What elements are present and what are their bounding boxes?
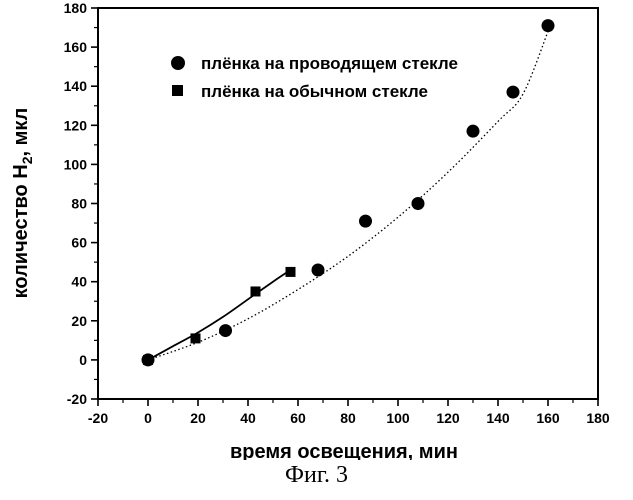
data-point-ordinary	[191, 333, 201, 343]
data-point-conductive	[467, 125, 480, 138]
legend-label-conductive: плёнка на проводящем стекле	[201, 54, 458, 73]
data-point-ordinary	[251, 286, 261, 296]
legend: плёнка на проводящем стекле плёнка на об…	[171, 54, 458, 101]
y-tick-label: 60	[71, 235, 87, 251]
fit-curve-ordinary	[148, 270, 291, 360]
data-point-conductive	[507, 86, 520, 99]
legend-marker-ordinary	[172, 85, 183, 96]
y-tick-label: 40	[71, 274, 87, 290]
data-point-ordinary	[286, 267, 296, 277]
data-point-ordinary	[143, 355, 153, 365]
y-tick-label: 180	[64, 0, 88, 16]
y-axis-title: количество H2, мкл	[10, 108, 35, 299]
x-tick-label: 120	[436, 410, 460, 426]
y-axis-title-subscript: 2	[19, 156, 35, 164]
x-tick-label: 160	[536, 410, 560, 426]
y-axis-title-units: , мкл	[10, 108, 32, 157]
y-tick-label: 20	[71, 313, 87, 329]
data-point-conductive	[359, 215, 372, 228]
data-point-conductive	[542, 19, 555, 32]
x-tick-label: 100	[386, 410, 410, 426]
y-tick-label: 120	[64, 117, 88, 133]
data-point-conductive	[412, 197, 425, 210]
figure-caption: Фиг. 3	[0, 462, 633, 489]
y-tick-label: 0	[79, 352, 87, 368]
x-tick-label: 80	[340, 410, 356, 426]
y-axis-title-main: количество H	[10, 164, 32, 298]
data-point-conductive	[219, 324, 232, 337]
fit-curve-conductive	[148, 32, 548, 360]
legend-marker-conductive	[171, 56, 185, 70]
data-point-conductive	[312, 263, 325, 276]
x-tick-label: 0	[144, 410, 152, 426]
x-tick-label: -20	[88, 410, 108, 426]
y-tick-label: 80	[71, 196, 87, 212]
y-tick-label: 160	[64, 39, 88, 55]
y-tick-label: 140	[64, 78, 88, 94]
x-tick-label: 20	[190, 410, 206, 426]
chart: -20 0 20 40 60 80 100 120 140 160 180 -20 0 20 40 60 80 1…	[0, 0, 633, 460]
x-tick-label: 60	[290, 410, 306, 426]
x-axis-title: время освещения, мин	[230, 441, 458, 460]
x-tick-label: 40	[240, 410, 256, 426]
y-tick-label: -20	[67, 391, 87, 407]
y-tick-label: 100	[64, 156, 88, 172]
legend-label-ordinary: плёнка на обычном стекле	[201, 82, 428, 101]
x-tick-label: 140	[486, 410, 510, 426]
x-tick-label: 180	[586, 410, 610, 426]
